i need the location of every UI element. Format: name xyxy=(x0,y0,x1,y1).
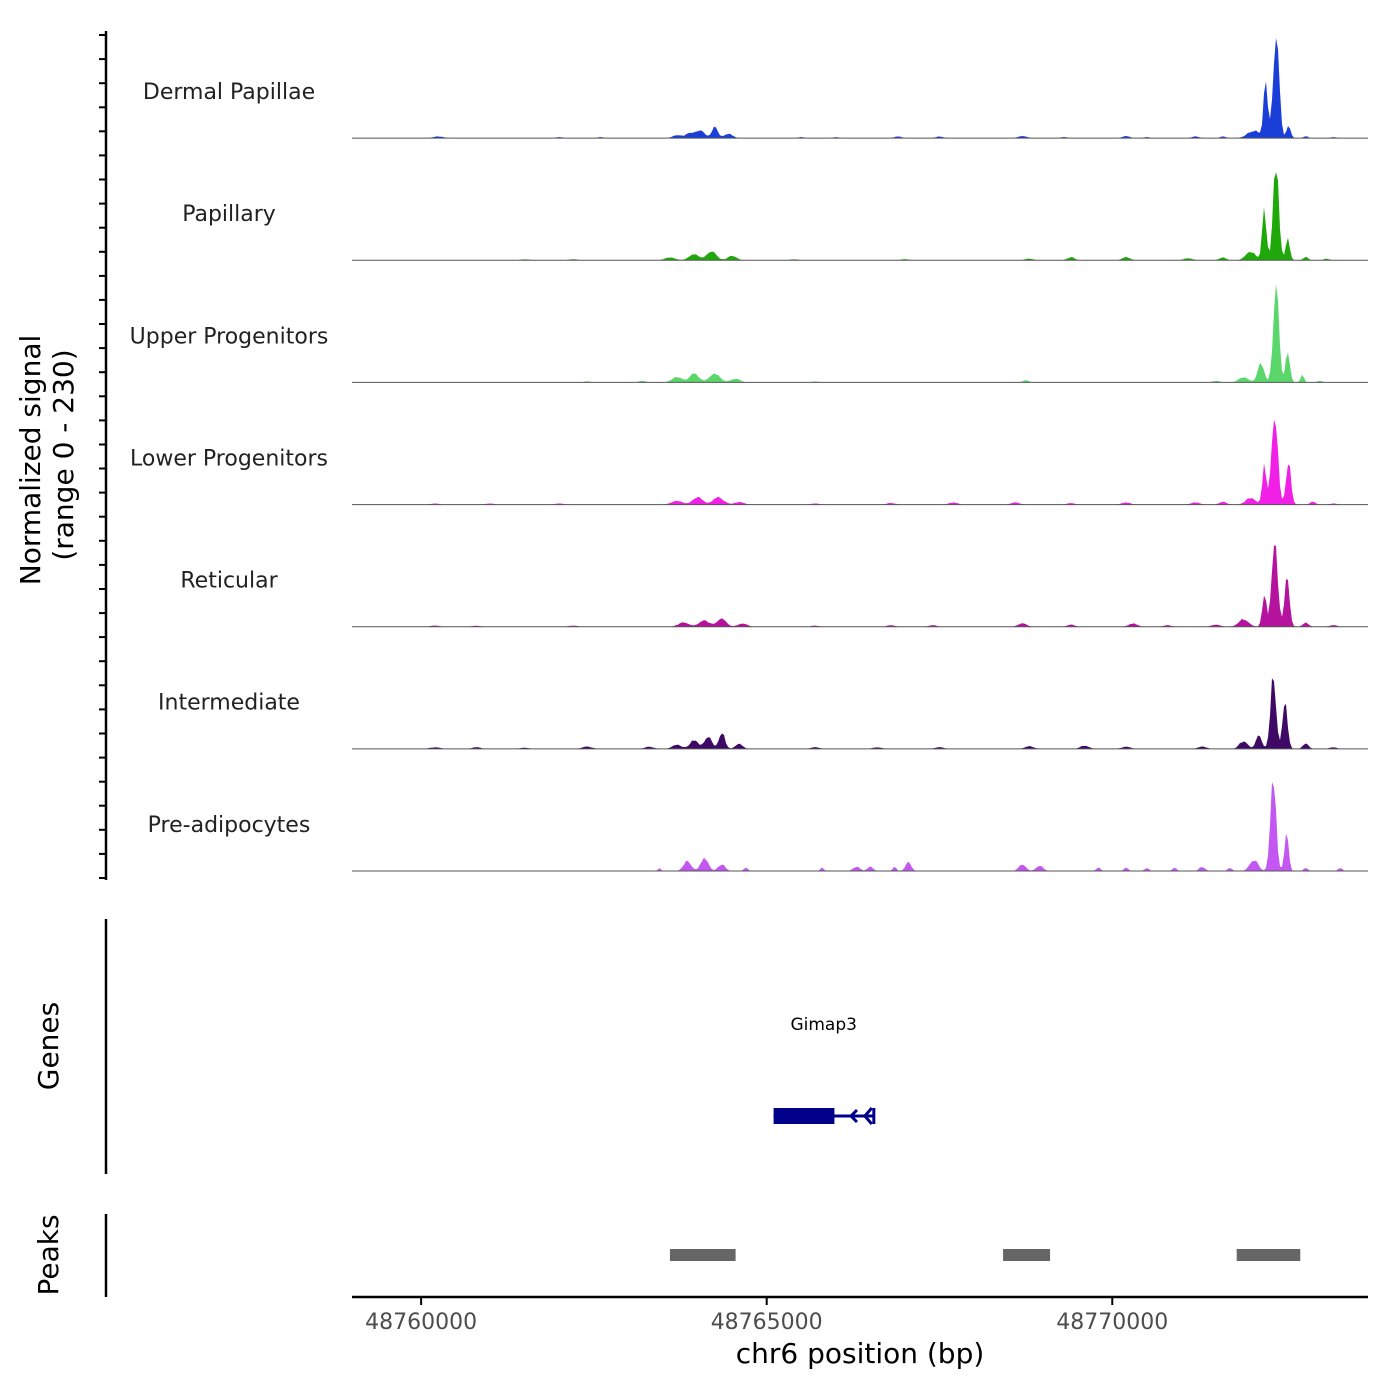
signal-area xyxy=(352,781,1368,871)
track-3: Lower Progenitors xyxy=(130,419,1368,506)
x-axis-title: chr6 position (bp) xyxy=(736,1337,985,1370)
signal-area xyxy=(352,172,1368,261)
gene-label: Gimap3 xyxy=(790,1015,856,1035)
track-label: Lower Progenitors xyxy=(130,446,328,471)
peak-region xyxy=(1003,1249,1051,1261)
track-4: Reticular xyxy=(180,545,1368,628)
signal-axis-title-line2: (range 0 - 230) xyxy=(47,349,80,560)
track-label: Intermediate xyxy=(158,691,300,716)
x-tick-label: 48770000 xyxy=(1056,1310,1168,1335)
track-5: Intermediate xyxy=(158,678,1368,750)
track-1: Papillary xyxy=(182,172,1368,261)
signal-area xyxy=(352,284,1368,383)
x-axis: 48760000 48765000 48770000 xyxy=(352,1295,1368,1335)
x-tick-label: 48765000 xyxy=(711,1310,823,1335)
signal-area xyxy=(352,545,1368,627)
genes-track: Gimap3 xyxy=(104,919,876,1174)
track-6: Pre-adipocytes xyxy=(148,781,1368,872)
peak-region xyxy=(1236,1249,1301,1261)
genes-track-title: Genes xyxy=(32,1002,65,1090)
peaks-track xyxy=(104,1214,1301,1297)
track-label: Dermal Papillae xyxy=(143,80,315,105)
track-label: Papillary xyxy=(182,202,276,227)
strand-arrow xyxy=(848,1108,859,1124)
x-tick-label: 48760000 xyxy=(365,1310,477,1335)
gene-exon-block xyxy=(773,1108,835,1124)
peak-region xyxy=(669,1249,736,1261)
signal-tracks: Dermal Papillae Papillary Upper Progenitor… xyxy=(130,37,1368,872)
signal-area xyxy=(352,678,1368,749)
track-label: Pre-adipocytes xyxy=(148,813,311,838)
signal-axis xyxy=(99,31,108,880)
signal-area xyxy=(352,419,1368,505)
track-0: Dermal Papillae xyxy=(143,37,1368,139)
strand-arrow xyxy=(862,1107,873,1125)
signal-axis-title-line1: Normalized signal xyxy=(14,335,47,586)
track-label: Reticular xyxy=(180,569,278,594)
peaks-track-title: Peaks xyxy=(32,1214,65,1295)
gene-0: Gimap3 xyxy=(773,1015,876,1125)
track-label: Upper Progenitors xyxy=(130,324,329,349)
signal-area xyxy=(352,37,1368,139)
track-2: Upper Progenitors xyxy=(130,284,1368,383)
